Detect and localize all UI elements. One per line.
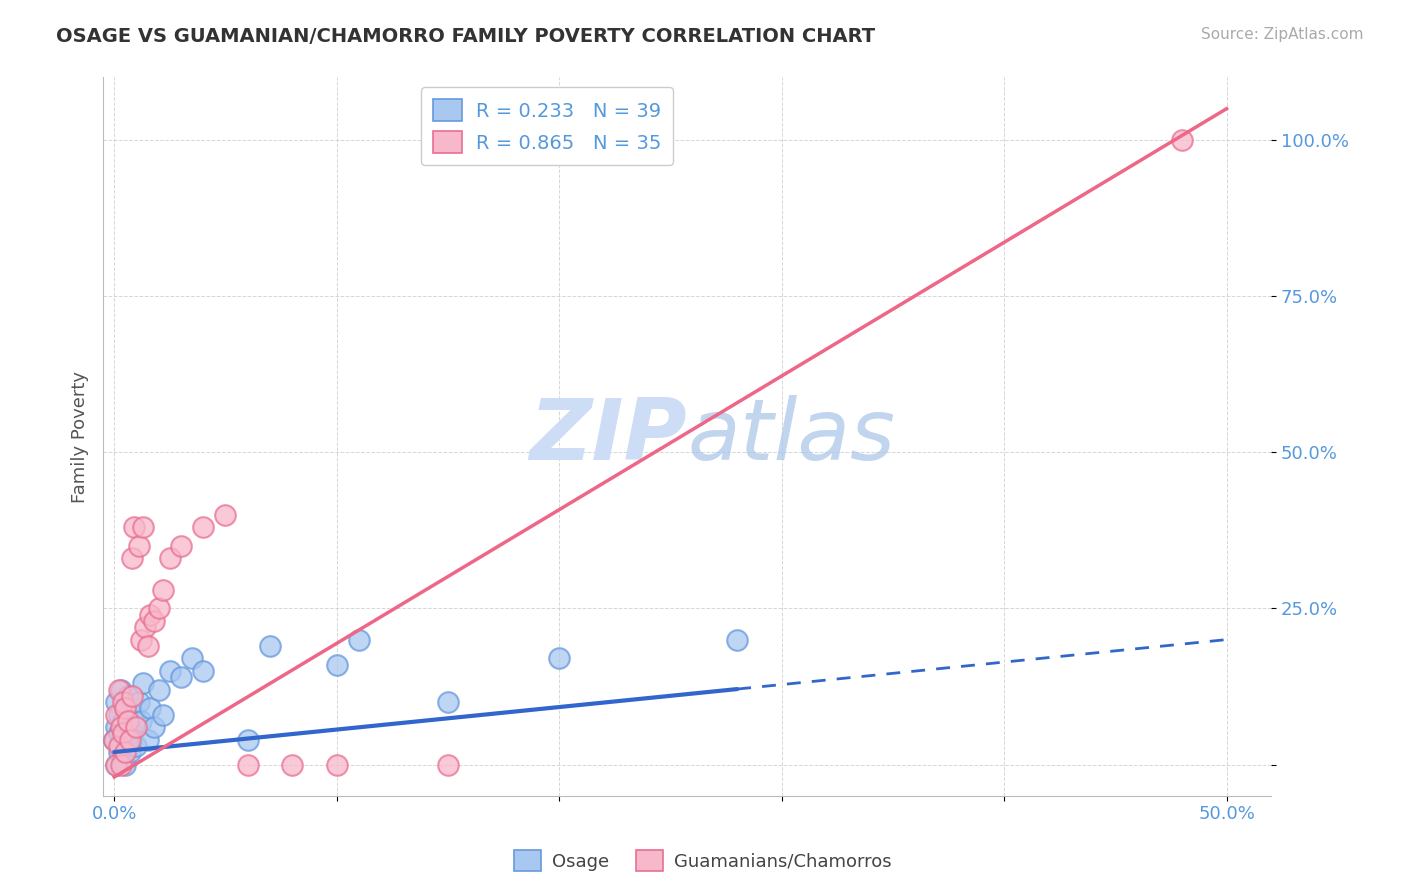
Point [1171,133,1194,147]
Point [112,695,135,709]
Point [118,720,141,734]
Point [107,745,129,759]
Point [725,632,748,647]
Point [548,651,571,665]
Point [103,732,125,747]
Point [139,607,162,622]
Point [159,664,181,678]
Point [124,707,146,722]
Point [114,757,136,772]
Point [136,732,159,747]
Point [159,551,181,566]
Point [193,520,215,534]
Point [117,714,139,728]
Point [152,707,174,722]
Point [325,657,347,672]
Point [170,539,193,553]
Point [110,720,132,734]
Y-axis label: Family Poverty: Family Poverty [72,370,89,502]
Point [148,601,170,615]
Point [132,520,155,534]
Point [437,695,460,709]
Point [121,551,143,566]
Point [437,757,460,772]
Point [114,745,136,759]
Point [193,664,215,678]
Point [112,726,135,740]
Point [125,739,148,753]
Point [105,757,128,772]
Point [214,508,236,522]
Point [259,639,281,653]
Point [325,757,347,772]
Point [143,614,166,628]
Point [148,682,170,697]
Point [107,682,129,697]
Point [236,757,259,772]
Point [107,707,129,722]
Point [112,714,135,728]
Point [128,695,150,709]
Point [105,720,128,734]
Point [128,539,150,553]
Point [105,707,128,722]
Point [152,582,174,597]
Point [118,732,141,747]
Point [132,676,155,690]
Point [110,682,132,697]
Point [181,651,204,665]
Point [105,757,128,772]
Point [121,689,143,703]
Point [118,745,141,759]
Point [143,720,166,734]
Point [129,632,152,647]
Text: atlas: atlas [688,395,896,478]
Point [236,732,259,747]
Point [125,720,148,734]
Point [103,732,125,747]
Text: Source: ZipAtlas.com: Source: ZipAtlas.com [1201,27,1364,42]
Legend: R = 0.233   N = 39, R = 0.865   N = 35: R = 0.233 N = 39, R = 0.865 N = 35 [422,87,672,165]
Point [139,701,162,715]
Point [129,714,152,728]
Text: OSAGE VS GUAMANIAN/CHAMORRO FAMILY POVERTY CORRELATION CHART: OSAGE VS GUAMANIAN/CHAMORRO FAMILY POVER… [56,27,876,45]
Point [110,757,132,772]
Point [112,751,135,765]
Point [114,701,136,715]
Point [117,689,139,703]
Point [114,701,136,715]
Legend: Osage, Guamanians/Chamorros: Osage, Guamanians/Chamorros [508,843,898,879]
Point [347,632,370,647]
Point [281,757,304,772]
Point [170,670,193,684]
Point [121,726,143,740]
Point [136,639,159,653]
Text: ZIP: ZIP [530,395,688,478]
Point [117,732,139,747]
Point [107,726,129,740]
Point [105,695,128,709]
Point [110,739,132,753]
Point [134,620,156,634]
Point [107,739,129,753]
Point [124,520,146,534]
